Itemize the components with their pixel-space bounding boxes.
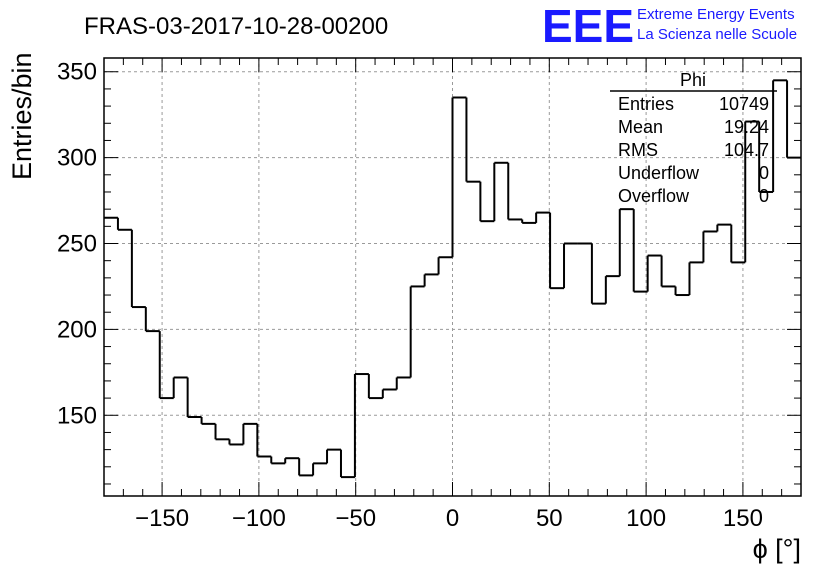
- stats-label-rms: RMS: [618, 140, 658, 160]
- axis-ticks: [103, 58, 802, 496]
- stats-value-mean: 19.24: [724, 117, 769, 137]
- x-tick-label: 100: [626, 505, 666, 532]
- x-tick-label: −50: [335, 505, 376, 532]
- x-tick-label: −100: [232, 505, 286, 532]
- histogram-series: [104, 79, 801, 479]
- plot-frame: [103, 57, 802, 497]
- x-axis-label: ϕ [°]: [753, 534, 801, 564]
- stats-label-entries: Entries: [618, 94, 674, 114]
- stats-label-overflow: Overflow: [618, 186, 690, 206]
- stats-value-rms: 104.7: [724, 140, 769, 160]
- logo-line-1: Extreme Energy Events: [637, 6, 795, 23]
- eee-logo: EEE: [542, 0, 634, 52]
- x-tick-label: −150: [135, 505, 189, 532]
- stats-label-underflow: Underflow: [618, 163, 700, 183]
- stats-value-entries: 10749: [719, 94, 769, 114]
- chart-title: FRAS-03-2017-10-28-00200: [84, 13, 388, 40]
- axis-tick-labels: −150 −100 −50 0 50 100 150 150 200 250 300 350: [57, 59, 763, 532]
- y-tick-label: 350: [57, 59, 97, 86]
- y-tick-label: 300: [57, 145, 97, 172]
- y-tick-label: 250: [57, 231, 97, 258]
- stats-box: Phi Entries 10749 Mean 19.24 RMS 104.7 U…: [610, 70, 777, 206]
- logo-line-2: La Scienza nelle Scuole: [637, 26, 797, 43]
- stats-label-mean: Mean: [618, 117, 663, 137]
- x-tick-label: 0: [446, 505, 459, 532]
- stats-value-underflow: 0: [759, 163, 769, 183]
- stats-title: Phi: [680, 70, 706, 90]
- y-tick-label: 150: [57, 402, 97, 429]
- x-tick-label: 50: [536, 505, 563, 532]
- y-axis-label: Entries/bin: [7, 52, 37, 180]
- x-tick-label: 150: [723, 505, 763, 532]
- stats-value-overflow: 0: [759, 186, 769, 206]
- y-tick-label: 200: [57, 316, 97, 343]
